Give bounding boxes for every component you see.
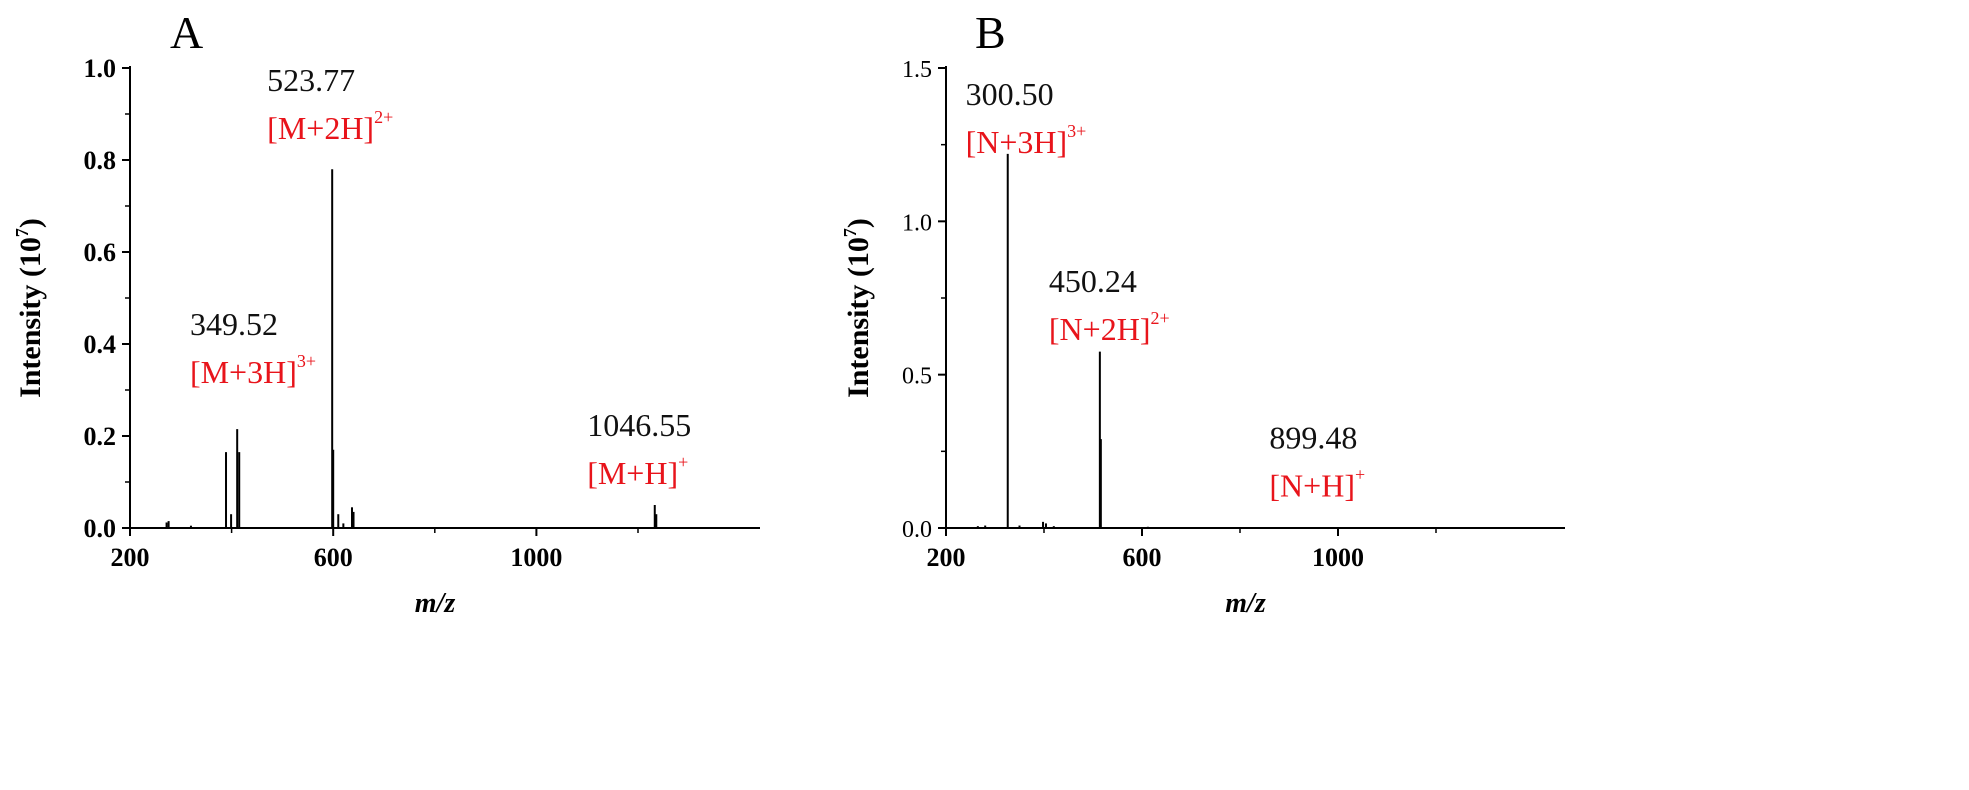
- x-tick-label: 1000: [510, 543, 562, 572]
- peak-ion-label: [M+2H]2+: [267, 107, 393, 146]
- y-axis-label-text: Intensity (10: [842, 237, 875, 398]
- y-tick-label: 1.5: [902, 57, 932, 83]
- peak-mz-label: 523.77: [267, 62, 355, 98]
- x-tick-label: 1000: [1312, 543, 1364, 572]
- x-axis-label: m/z: [415, 588, 456, 619]
- peak-ion-label: [M+H]+: [587, 452, 688, 491]
- y-tick-label: 1.0: [84, 54, 117, 83]
- y-tick-label: 1.0: [902, 210, 932, 236]
- ion-formula: [M+3H]: [190, 354, 297, 390]
- x-tick-label: 200: [111, 543, 150, 572]
- y-tick-label: 0.6: [84, 238, 117, 267]
- ion-charge: +: [678, 452, 688, 472]
- y-axis-label-text: Intensity (10: [14, 237, 47, 398]
- y-axis-label-exponent: 7: [840, 228, 860, 237]
- peak-mz-label: 450.24: [1049, 263, 1137, 299]
- x-axis-label: m/z: [1225, 588, 1266, 619]
- peak-ion-label: [N+H]+: [1269, 464, 1365, 503]
- ion-charge: 3+: [1067, 121, 1086, 141]
- ion-formula: [N+3H]: [966, 124, 1068, 160]
- y-tick-label: 0.0: [84, 514, 117, 543]
- y-tick-label: 0.2: [84, 422, 117, 451]
- x-tick-label: 600: [1123, 543, 1162, 572]
- peak-mz-label: 899.48: [1269, 419, 1357, 455]
- panel-a: A 0.0 0.2 0.4 0.6 0.8 1.0 200 600 1000 m/z Intensit…: [12, 7, 760, 619]
- ion-charge: 2+: [374, 107, 393, 127]
- panel-label: B: [975, 7, 1006, 58]
- ion-charge: 2+: [1150, 308, 1169, 328]
- peak-mz-label: 1046.55: [587, 407, 691, 443]
- peak-ion-label: [M+3H]3+: [190, 351, 316, 390]
- x-tick-label: 600: [314, 543, 353, 572]
- ion-charge: 3+: [297, 351, 316, 371]
- peak-ion-label: [N+3H]3+: [966, 121, 1087, 160]
- y-axis-label: Intensity (107): [840, 218, 875, 398]
- panel-label: A: [170, 7, 203, 58]
- peak-mz-label: 349.52: [190, 306, 278, 342]
- ion-formula: [N+2H]: [1049, 311, 1151, 347]
- ion-formula: [M+H]: [587, 455, 678, 491]
- y-axis-label-close: ): [842, 218, 875, 228]
- panel-b: B 0.0 0.5 1.0 1.5 200 600 1000 m/z Intensity (107…: [840, 7, 1565, 619]
- ion-formula: [M+2H]: [267, 110, 374, 146]
- peak-mz-label: 300.50: [966, 76, 1054, 112]
- y-axis-label: Intensity (107): [12, 218, 47, 398]
- y-tick-label: 0.5: [902, 364, 932, 390]
- peak-ion-label: [N+2H]2+: [1049, 308, 1170, 347]
- ion-charge: +: [1355, 464, 1365, 484]
- x-tick-label: 200: [927, 543, 966, 572]
- y-tick-label: 0.4: [84, 330, 117, 359]
- y-axis-label-close: ): [14, 218, 47, 228]
- y-axis-label-exponent: 7: [12, 228, 32, 237]
- y-tick-label: 0.8: [84, 146, 117, 175]
- ion-formula: [N+H]: [1269, 467, 1355, 503]
- y-tick-label: 0.0: [902, 517, 932, 543]
